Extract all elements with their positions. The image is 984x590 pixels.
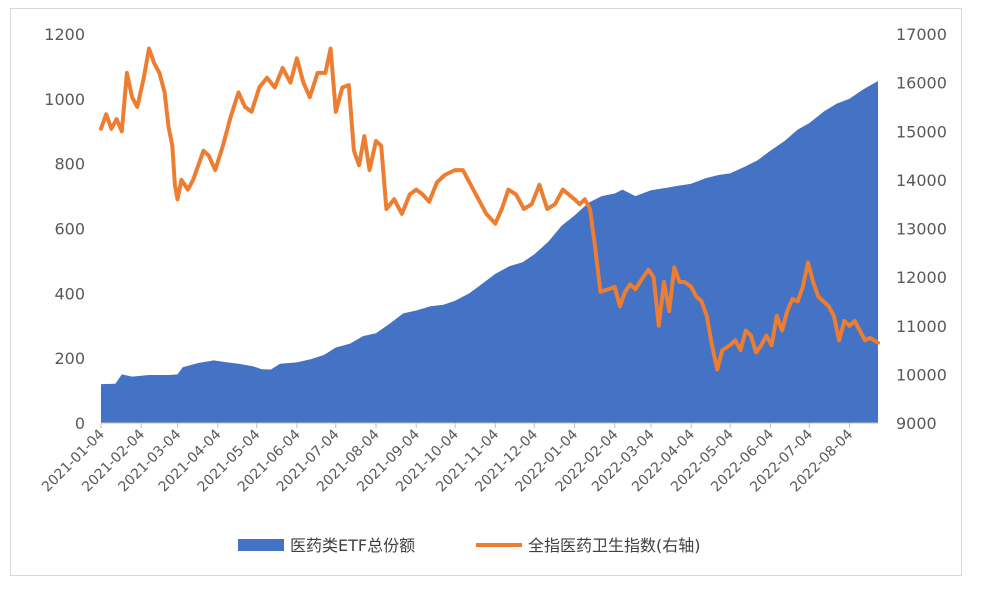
y-left-tick-label: 1200 xyxy=(44,25,85,44)
y-right-tick-label: 15000 xyxy=(896,122,947,141)
y-right-tick-label: 14000 xyxy=(896,171,947,190)
y-right-tick-label: 12000 xyxy=(896,268,947,287)
y-right-tick-label: 11000 xyxy=(896,317,947,336)
y-left-tick-label: 400 xyxy=(54,284,85,303)
legend-swatch-etf xyxy=(238,539,284,551)
legend: 医药类ETF总份额 全指医药卫生指数(右轴) xyxy=(238,536,701,555)
legend-label-index: 全指医药卫生指数(右轴) xyxy=(528,536,701,555)
y-left-tick-label: 0 xyxy=(75,414,85,433)
y-left-tick-label: 200 xyxy=(54,349,85,368)
etf-area-layer xyxy=(101,81,878,423)
y-right-tick-label: 13000 xyxy=(896,220,947,239)
y-left-tick-label: 600 xyxy=(54,220,85,239)
etf-share-area xyxy=(101,81,878,423)
y-left-tick-label: 1000 xyxy=(44,90,85,109)
y-right-tick-label: 10000 xyxy=(896,365,947,384)
y-right-tick-label: 9000 xyxy=(896,414,937,433)
y-left-tick-label: 800 xyxy=(54,155,85,174)
index-line xyxy=(99,46,880,372)
legend-label-etf: 医药类ETF总份额 xyxy=(290,536,415,555)
chart-frame xyxy=(10,8,962,576)
index-line-layer xyxy=(99,46,880,372)
y-right-tick-label: 17000 xyxy=(896,25,947,44)
y-right-tick-label: 16000 xyxy=(896,74,947,93)
